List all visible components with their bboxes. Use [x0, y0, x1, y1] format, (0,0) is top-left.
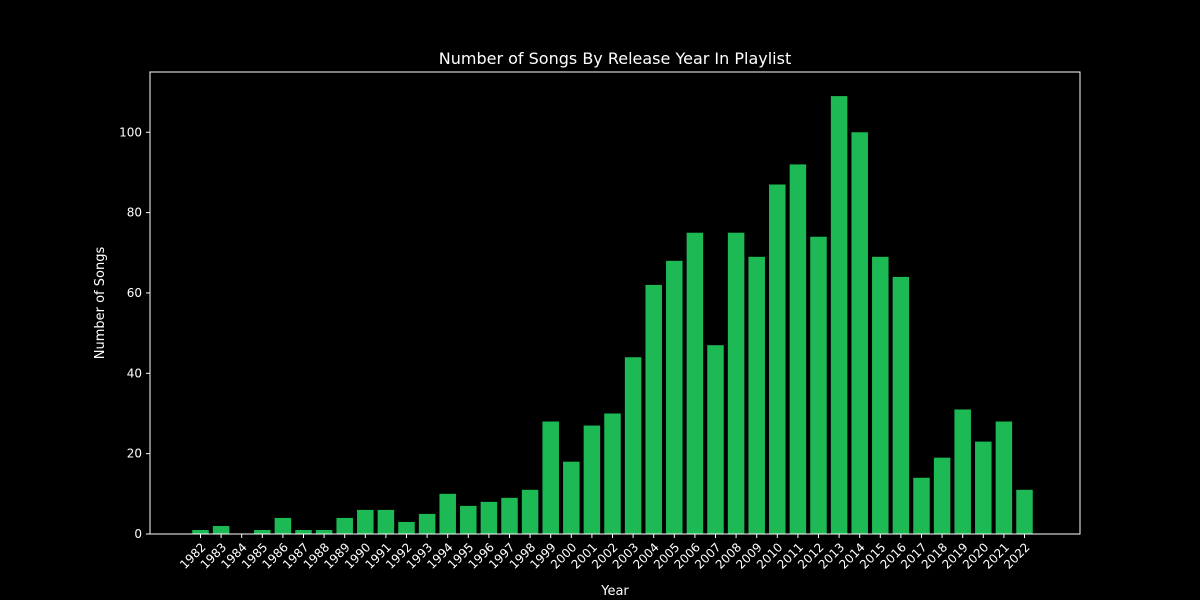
bar-2012	[810, 236, 827, 534]
bar-1994	[439, 493, 456, 534]
bar-2018	[933, 457, 951, 534]
bar-1987	[295, 529, 312, 534]
y-tick-label: 40	[127, 366, 142, 380]
bar-2006	[686, 232, 704, 534]
bar-2021	[995, 421, 1013, 534]
bar-2010	[769, 184, 786, 535]
bar-1995	[460, 505, 477, 534]
bar-1997	[501, 497, 518, 534]
bar-2017	[913, 477, 930, 534]
bar-2008	[727, 232, 745, 534]
bar-1992	[398, 521, 415, 534]
bar-2000	[563, 461, 580, 534]
y-axis-label: Number of Songs	[93, 247, 108, 360]
bar-2001	[583, 425, 601, 534]
y-tick-label: 0	[134, 527, 142, 541]
bar-2022	[1016, 489, 1033, 534]
bar-2003	[624, 357, 642, 534]
bar-2019	[954, 409, 971, 534]
bar-2007	[707, 345, 724, 534]
bar-1991	[377, 509, 395, 534]
bar-1999	[542, 421, 559, 534]
x-axis: 1982198319841985198619871988198919901991…	[177, 534, 1033, 572]
y-tick-label: 20	[127, 447, 142, 461]
bar-2002	[604, 413, 621, 534]
plot-frame	[149, 71, 1081, 535]
bar-2016	[892, 276, 910, 534]
bar-1985	[254, 529, 271, 534]
y-tick-label: 60	[127, 286, 142, 300]
bar-2009	[748, 256, 765, 534]
bar-2013	[830, 96, 848, 534]
y-axis: 0 20 40 60 80 100	[119, 125, 150, 541]
bar-2020	[975, 441, 992, 534]
bar-1998	[521, 489, 539, 534]
bar-1986	[274, 517, 292, 534]
bar-2004	[645, 284, 662, 534]
y-tick-label: 100	[119, 125, 142, 139]
bar-1982	[192, 529, 209, 534]
bars-group	[192, 96, 1033, 535]
bar-1996	[480, 501, 498, 534]
bar-1990	[357, 509, 374, 534]
bar-2005	[666, 260, 683, 534]
chart-title: Number of Songs By Release Year In Playl…	[439, 49, 791, 68]
bar-2014	[851, 132, 868, 534]
bar-1993	[418, 513, 436, 534]
bar-1983	[212, 525, 230, 534]
bar-1989	[336, 517, 353, 534]
bar-2015	[872, 256, 889, 534]
x-axis-label: Year	[600, 584, 629, 599]
y-tick-label: 80	[127, 206, 142, 220]
bar-2011	[789, 164, 807, 534]
bar-1988	[315, 529, 333, 534]
